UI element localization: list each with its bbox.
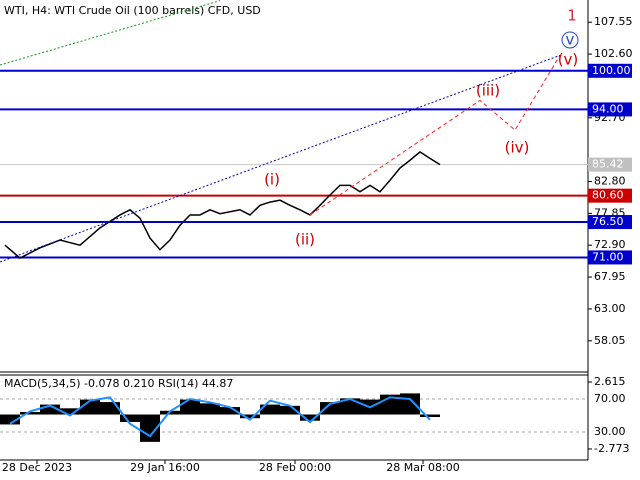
level-label: 80.60 [592,189,624,202]
wave-label: (i) [264,171,280,189]
macd-bar [220,407,240,415]
y-tick-label: -2.773 [594,442,629,455]
wave-circle [561,31,579,49]
level-label-box [588,63,632,78]
indicator-title: MACD(5,34,5) -0.078 0.210 RSI(14) 44.87 [4,377,233,390]
level-label: 76.50 [592,215,624,228]
macd-bar [20,412,40,415]
rsi-line [9,396,431,438]
level-label: 71.00 [592,250,624,263]
chart-title: WTI, H4: WTI Crude Oil (100 barrels) CFD… [4,4,261,17]
wave-label: (iii) [476,82,500,100]
y-tick-label: 2.615 [594,375,626,388]
macd-bar [120,414,140,422]
macd-bar [180,399,200,415]
level-label-box [588,215,632,230]
y2-tick-label: 30.00 [594,425,626,438]
y-tick-label: 67.95 [594,270,626,283]
y-tick-label: 82.80 [594,174,626,187]
last-price-label: 85.42 [592,158,624,171]
last-price-box [588,157,632,172]
wave-label: v [566,31,575,49]
y2-tick-label: 70.00 [594,392,626,405]
macd-bar [200,403,220,415]
level-label: 100.00 [592,64,631,77]
wave-label: (iv) [505,139,530,157]
projection-line [309,55,561,216]
wave-label: 1 [567,7,577,25]
macd-bar [280,405,300,415]
level-label-box [588,188,632,203]
macd-bar [240,414,260,419]
y-tick-label: 102.60 [594,47,633,60]
price-line [4,150,441,259]
level-label-box [588,102,632,117]
macd-bar [400,393,420,415]
macd-bar [420,414,440,418]
macd-bar [140,414,160,442]
projection-line [0,54,561,263]
level-label-box [588,250,632,265]
macd-bar [0,414,20,425]
macd-bar [60,408,80,415]
x-tick-label: 29 Jan 16:00 [130,461,200,474]
macd-bar [300,414,320,421]
macd-bar [320,402,340,415]
macd-bar [40,404,60,415]
x-tick-label: 28 Mar 08:00 [386,461,459,474]
wave-label: (ii) [295,231,315,249]
y-tick-label: 72.90 [594,238,626,251]
macd-bar [260,404,280,415]
macd-bar [100,402,120,415]
y-tick-label: 107.55 [594,15,633,28]
level-label: 94.00 [592,102,624,115]
wave-label: (v) [558,51,579,69]
x-tick-label: 28 Dec 2023 [2,461,72,474]
x-tick-label: 28 Feb 00:00 [259,461,331,474]
y-tick-label: 58.05 [594,334,626,347]
y-tick-label: 63.00 [594,302,626,315]
macd-bar [340,398,360,415]
